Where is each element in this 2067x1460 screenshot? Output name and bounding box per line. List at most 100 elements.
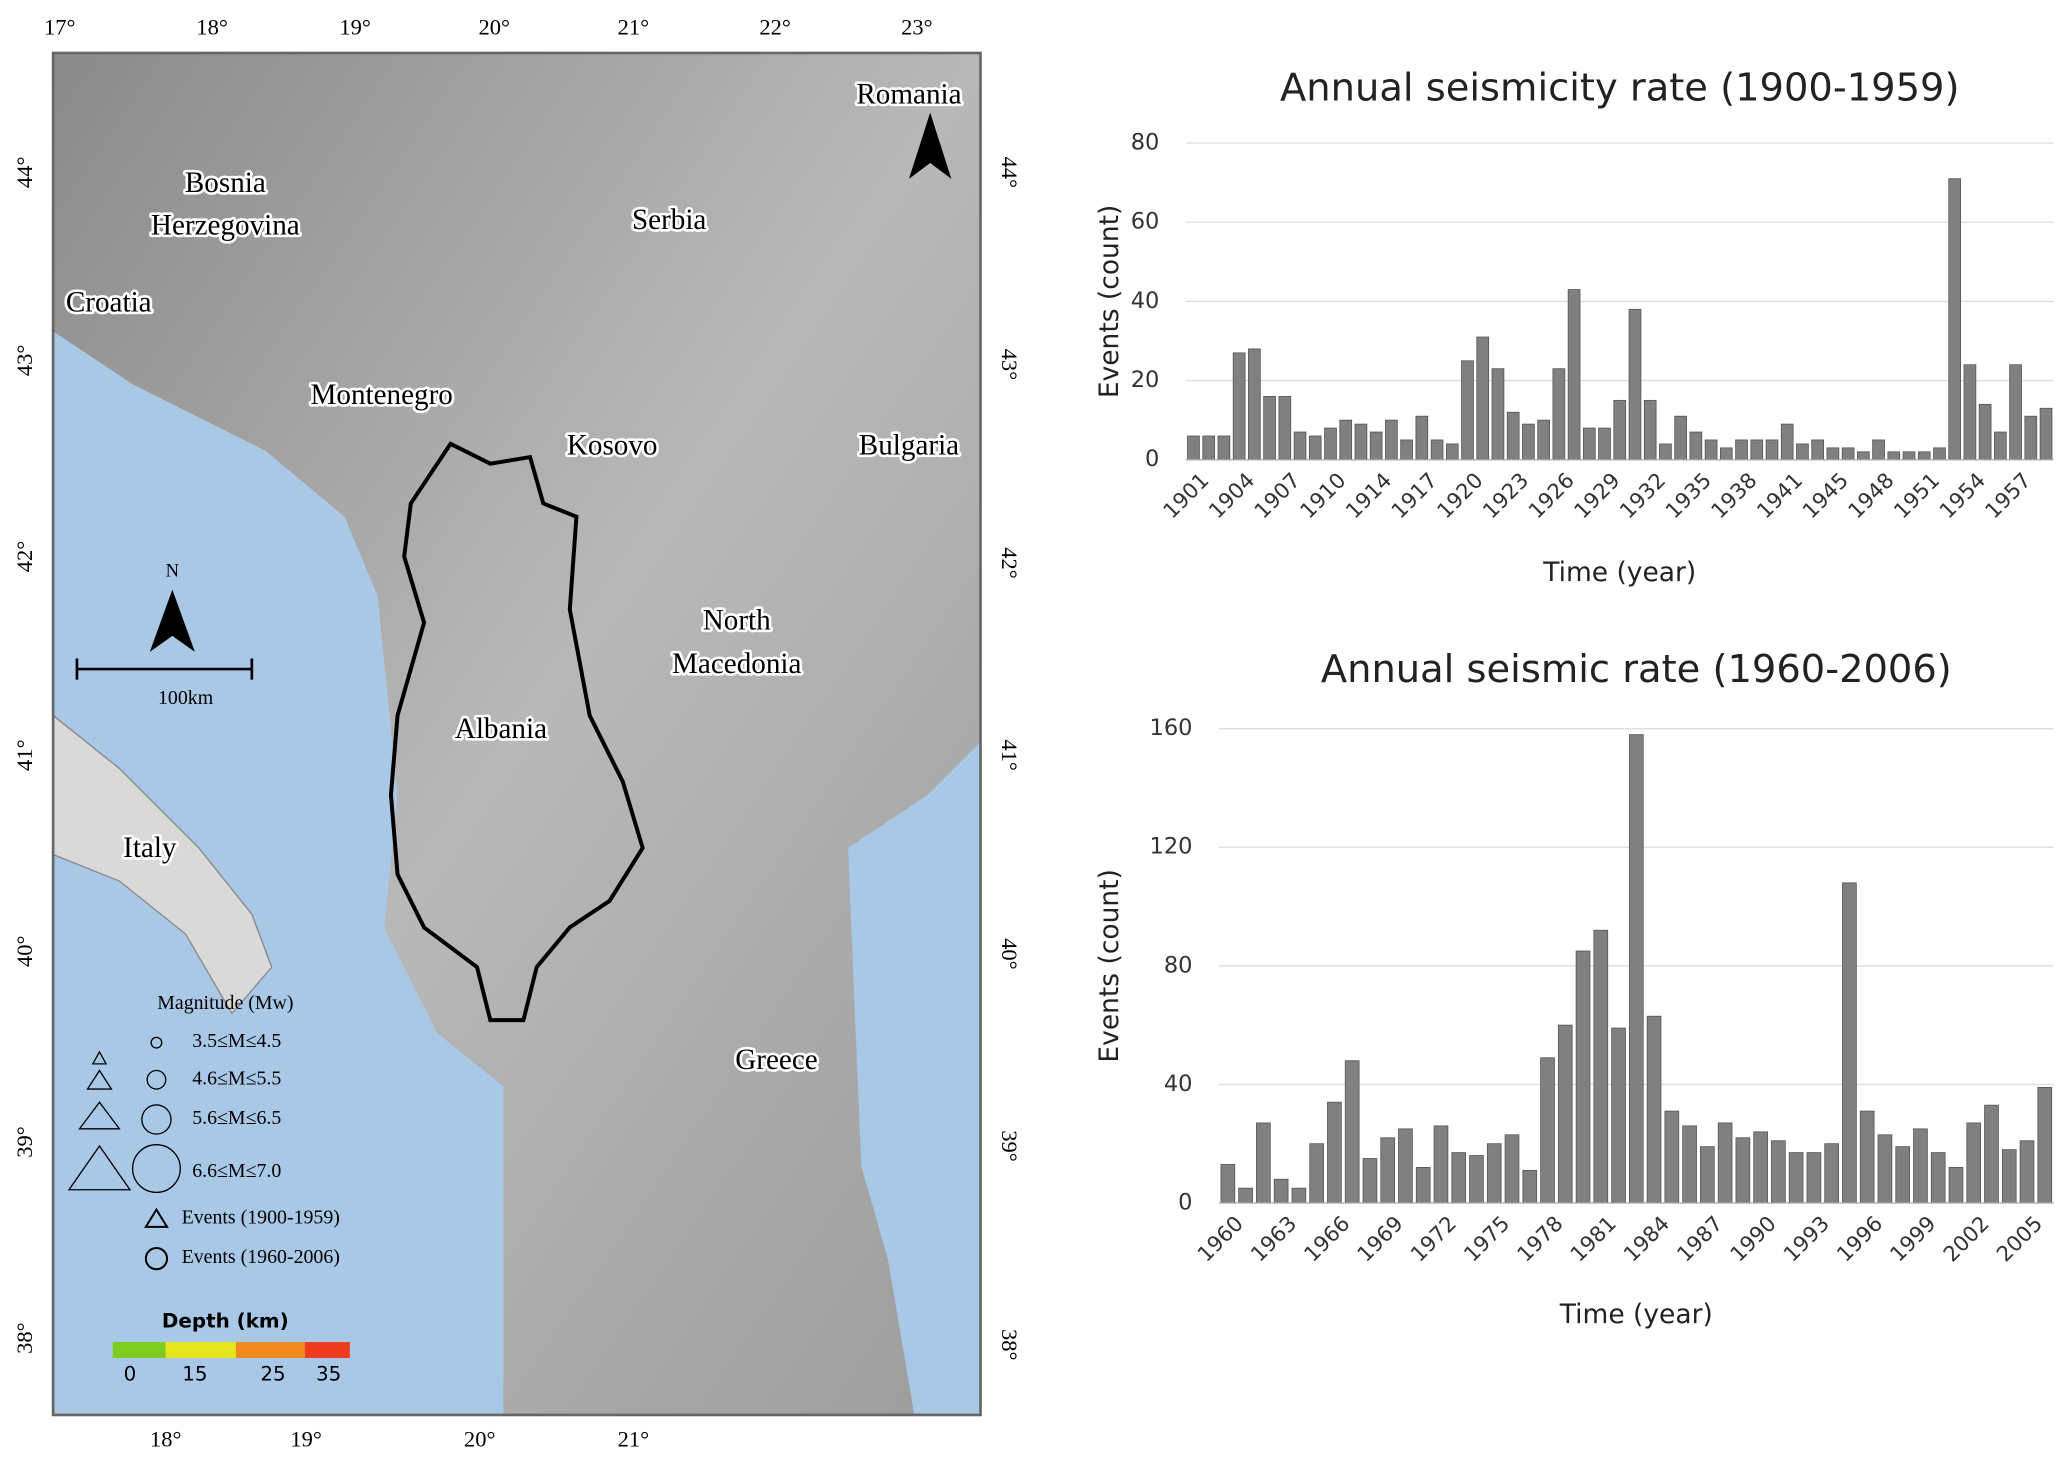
bar <box>1400 439 1413 461</box>
bar <box>1445 443 1459 461</box>
bar <box>1872 439 1885 461</box>
x-tick-label: 1993 <box>1778 1211 1834 1267</box>
map-label: 20° <box>464 1427 496 1452</box>
map-label: Bulgaria <box>859 429 959 461</box>
bar <box>1811 439 1825 461</box>
bar <box>1753 1131 1768 1204</box>
x-tick-label: 1923 <box>1478 467 1534 523</box>
bar <box>1841 447 1855 461</box>
x-tick-label: 1972 <box>1405 1211 1461 1267</box>
bar <box>1966 1122 1982 1204</box>
map-label: 19° <box>339 14 371 39</box>
bar <box>2039 407 2053 461</box>
bar <box>1398 1128 1413 1204</box>
y-axis-label: Events (count) <box>1094 205 1125 398</box>
map-label: 42° <box>997 547 1022 579</box>
map-label: 22° <box>759 14 791 39</box>
bar <box>1469 1155 1484 1204</box>
map-label: 43° <box>997 349 1022 381</box>
bar <box>1994 431 2007 461</box>
bar <box>1293 431 1307 461</box>
bar <box>1771 1140 1786 1204</box>
bar <box>1788 1152 1804 1204</box>
sea <box>53 331 504 1415</box>
y-tick-label: 60 <box>1131 209 1160 235</box>
bar <box>1344 1060 1360 1204</box>
legend-symbol <box>141 1104 172 1135</box>
bar <box>1948 178 1962 461</box>
map-label: 19° <box>290 1427 322 1452</box>
bar <box>1238 1187 1253 1204</box>
bar <box>1933 447 1946 461</box>
y-tick-label: 40 <box>1164 1071 1193 1097</box>
bar <box>1700 1146 1715 1204</box>
x-tick-label: 1954 <box>1934 467 1990 523</box>
x-tick-label: 1981 <box>1565 1211 1621 1267</box>
bar <box>1327 1101 1342 1204</box>
x-tick-label: 1984 <box>1618 1211 1674 1267</box>
x-tick-label: 1907 <box>1249 467 1305 523</box>
bar <box>1522 1169 1538 1204</box>
bar <box>1415 1167 1431 1204</box>
bar <box>1461 360 1474 461</box>
x-tick-label: 1938 <box>1706 467 1762 523</box>
y-axis-label: Events (count) <box>1094 869 1125 1062</box>
bar <box>1598 427 1611 461</box>
map-label: 42° <box>12 541 37 573</box>
bar <box>1557 1024 1573 1204</box>
map-label: 3.5≤M≤4.5 <box>192 1030 281 1052</box>
north-arrow <box>908 112 952 179</box>
legend-symbol <box>150 1036 163 1049</box>
bar <box>1824 1143 1839 1204</box>
map-label: 18° <box>150 1427 182 1452</box>
depth-tick: 25 <box>260 1363 285 1386</box>
depth-color <box>112 1342 166 1358</box>
x-tick-label: 1901 <box>1158 467 1214 523</box>
bar <box>1522 423 1535 461</box>
x-tick-label: 1945 <box>1797 467 1853 523</box>
x-tick-label: 1948 <box>1843 467 1899 523</box>
bar <box>1324 427 1337 461</box>
depth-color <box>304 1342 350 1358</box>
bar <box>1491 368 1505 461</box>
map-label: 20° <box>479 14 511 39</box>
bar <box>1826 447 1840 461</box>
bar <box>1978 403 1992 461</box>
x-tick-label: 2005 <box>1991 1211 2047 1267</box>
map-label: Montenegro <box>310 379 452 411</box>
x-tick-label: 1987 <box>1672 1211 1728 1267</box>
bar <box>1796 443 1809 461</box>
y-tick-label: 80 <box>1131 130 1160 156</box>
y-tick-label: 160 <box>1149 715 1192 741</box>
x-tick-label: 1917 <box>1386 467 1442 523</box>
depth-color <box>165 1342 236 1358</box>
bar <box>2024 415 2038 461</box>
bar <box>1308 435 1322 461</box>
bar <box>1537 419 1550 461</box>
map-frame <box>51 51 982 1417</box>
bar <box>1552 368 1566 461</box>
x-tick-label: 1957 <box>1980 467 2036 523</box>
bar <box>1506 411 1520 461</box>
bar <box>1582 427 1596 461</box>
bar <box>1613 399 1627 461</box>
map-label: 18° <box>196 14 228 39</box>
bar <box>1273 1178 1289 1204</box>
bar <box>1202 435 1216 461</box>
bar <box>1984 1104 1999 1204</box>
map-label: 38° <box>12 1322 37 1354</box>
legend-symbol <box>78 1101 121 1130</box>
bar <box>1948 1167 1964 1204</box>
bar <box>1540 1057 1555 1204</box>
map-label: 43° <box>12 345 37 377</box>
map-label: 21° <box>618 1427 650 1452</box>
bar <box>1187 435 1200 461</box>
bar <box>1628 734 1644 1204</box>
bar <box>1646 1015 1662 1204</box>
map-label: Herzegovina <box>151 210 300 242</box>
bar <box>1309 1143 1324 1204</box>
depth-tick: 35 <box>316 1363 341 1386</box>
bar <box>1415 415 1429 461</box>
legend-symbol <box>91 1050 108 1065</box>
